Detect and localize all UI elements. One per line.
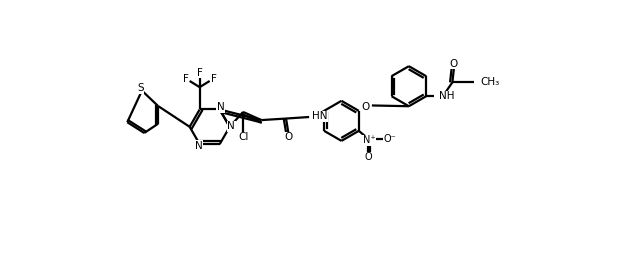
Text: CH₃: CH₃ <box>481 77 500 87</box>
Text: HN: HN <box>312 111 328 121</box>
Text: N⁺: N⁺ <box>363 135 375 145</box>
Text: O: O <box>364 152 372 162</box>
Text: O: O <box>284 132 293 142</box>
Text: F: F <box>197 67 203 78</box>
Text: N: N <box>227 121 235 131</box>
Text: O: O <box>450 59 458 69</box>
Text: F: F <box>183 75 189 84</box>
Text: N: N <box>217 102 225 112</box>
Text: O⁻: O⁻ <box>384 133 396 144</box>
Text: NH: NH <box>438 91 454 101</box>
Text: F: F <box>211 75 216 84</box>
Text: O: O <box>362 102 370 112</box>
Text: S: S <box>137 83 144 93</box>
Text: N: N <box>195 141 203 151</box>
Text: Cl: Cl <box>238 132 248 142</box>
